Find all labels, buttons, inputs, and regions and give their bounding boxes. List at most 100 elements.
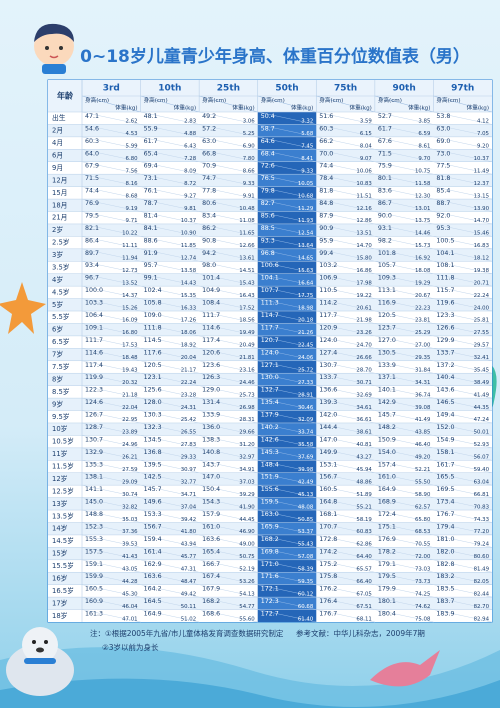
height-value: 115.7 — [436, 287, 454, 294]
height-value: 176.2 — [319, 586, 337, 593]
height-value: 147.0 — [319, 436, 337, 443]
cell-diagonal — [257, 273, 317, 287]
height-value: 79.5 — [85, 212, 99, 219]
weight-value: 8.68 — [126, 193, 139, 199]
age-label: 3.5岁 — [52, 262, 70, 271]
cell-diagonal — [199, 298, 258, 312]
height-value: 166.7 — [202, 561, 220, 568]
cell-diagonal — [140, 522, 200, 536]
percentile-header: 97th — [451, 84, 474, 94]
cell-diagonal — [316, 596, 375, 610]
cell-diagonal — [199, 397, 258, 411]
weight-value: 6.90 — [243, 144, 256, 150]
note: ②3岁以前为身长 — [102, 642, 159, 652]
weight-value: 24.46 — [239, 380, 255, 386]
age-label: 3岁 — [52, 250, 63, 259]
weight-value: 81.49 — [474, 567, 490, 573]
height-value: 65.4 — [144, 150, 158, 157]
height-value: 153.1 — [319, 461, 337, 468]
cell-diagonal — [374, 584, 434, 598]
weight-value: 12.66 — [239, 243, 255, 249]
weight-value: 26.55 — [181, 430, 196, 436]
weight-subheader: 体重(kg) — [174, 104, 196, 112]
cell-diagonal — [199, 211, 258, 225]
height-value: 74.4 — [319, 163, 333, 170]
weight-value: 46.90 — [239, 529, 255, 535]
weight-value: 13.15 — [474, 193, 489, 199]
height-value: 172.7 — [261, 611, 279, 618]
weight-value: 59.35 — [298, 579, 313, 585]
cell-diagonal — [433, 198, 493, 212]
height-value: 137.9 — [261, 412, 279, 419]
weight-value: 15.80 — [356, 256, 372, 262]
cell-diagonal — [140, 161, 200, 175]
cell-diagonal — [257, 173, 317, 187]
height-value: 109.3 — [378, 275, 396, 282]
weight-value: 49.42 — [181, 591, 196, 597]
height-value: 170.7 — [319, 523, 337, 530]
weight-value: 14.65 — [298, 256, 313, 262]
height-value: 133.9 — [378, 362, 396, 369]
cell-diagonal — [374, 571, 434, 585]
weight-value: 68.11 — [356, 616, 371, 622]
height-value: 74.4 — [85, 188, 99, 195]
height-value: 81.8 — [319, 188, 333, 195]
weight-value: 35.45 — [474, 367, 489, 373]
height-value: 139.3 — [319, 399, 337, 406]
cell-diagonal — [374, 559, 434, 573]
height-value: 164.2 — [144, 586, 162, 593]
height-value: 160.5 — [319, 486, 337, 493]
height-value: 130.7 — [319, 362, 337, 369]
cell-diagonal — [199, 460, 258, 473]
weight-value: 12.16 — [356, 206, 372, 212]
weight-value: 22.95 — [122, 417, 137, 423]
cell-diagonal — [257, 335, 317, 349]
weight-value: 32.09 — [298, 417, 314, 423]
weight-value: 23.28 — [181, 392, 197, 398]
cell-diagonal — [257, 397, 317, 411]
cell-diagonal — [257, 298, 317, 312]
weight-value: 7.56 — [126, 168, 139, 174]
cell-diagonal — [316, 584, 375, 598]
age-label: 21月 — [52, 214, 67, 222]
cell-diagonal — [140, 571, 200, 585]
weight-value: 14.70 — [474, 218, 490, 224]
weight-value: 72.00 — [415, 554, 431, 560]
height-value: 156.7 — [144, 523, 162, 530]
cell-diagonal — [140, 360, 200, 374]
cell-diagonal — [257, 484, 317, 498]
height-value: 127.1 — [261, 362, 279, 369]
weight-value: 21.98 — [356, 318, 372, 324]
cell-diagonal — [140, 273, 200, 287]
weight-value: 19.43 — [122, 367, 137, 373]
height-value: 180.4 — [378, 611, 396, 618]
height-value: 152.3 — [85, 523, 103, 530]
cell-diagonal — [81, 111, 141, 125]
height-value: 179.9 — [378, 586, 396, 593]
height-value: 114.6 — [202, 324, 220, 331]
cell-diagonal — [433, 211, 493, 225]
seal-icon — [6, 627, 74, 696]
height-value: 164.5 — [144, 598, 162, 605]
weight-value: 19.22 — [356, 293, 371, 299]
height-value: 122.3 — [85, 387, 103, 394]
cell-diagonal — [374, 534, 434, 548]
weight-value: 45.77 — [181, 554, 196, 560]
height-value: 82.1 — [85, 225, 99, 232]
weight-value: 2.83 — [184, 119, 196, 125]
height-value: 137.1 — [378, 374, 396, 381]
age-label: 12月 — [52, 176, 67, 184]
cell-diagonal — [257, 559, 317, 573]
weight-value: 22.04 — [122, 405, 138, 411]
cell-diagonal — [81, 484, 141, 498]
cell-diagonal — [81, 149, 141, 163]
height-value: 168.9 — [378, 499, 396, 506]
height-value: 100.5 — [436, 237, 454, 244]
height-value: 149.6 — [144, 499, 162, 506]
height-value: 183.2 — [436, 573, 454, 580]
cell-diagonal — [257, 571, 317, 585]
weight-value: 12.54 — [298, 231, 314, 237]
header-diagonal — [374, 95, 434, 113]
height-value: 104.1 — [261, 275, 279, 282]
cell-diagonal — [316, 273, 375, 287]
